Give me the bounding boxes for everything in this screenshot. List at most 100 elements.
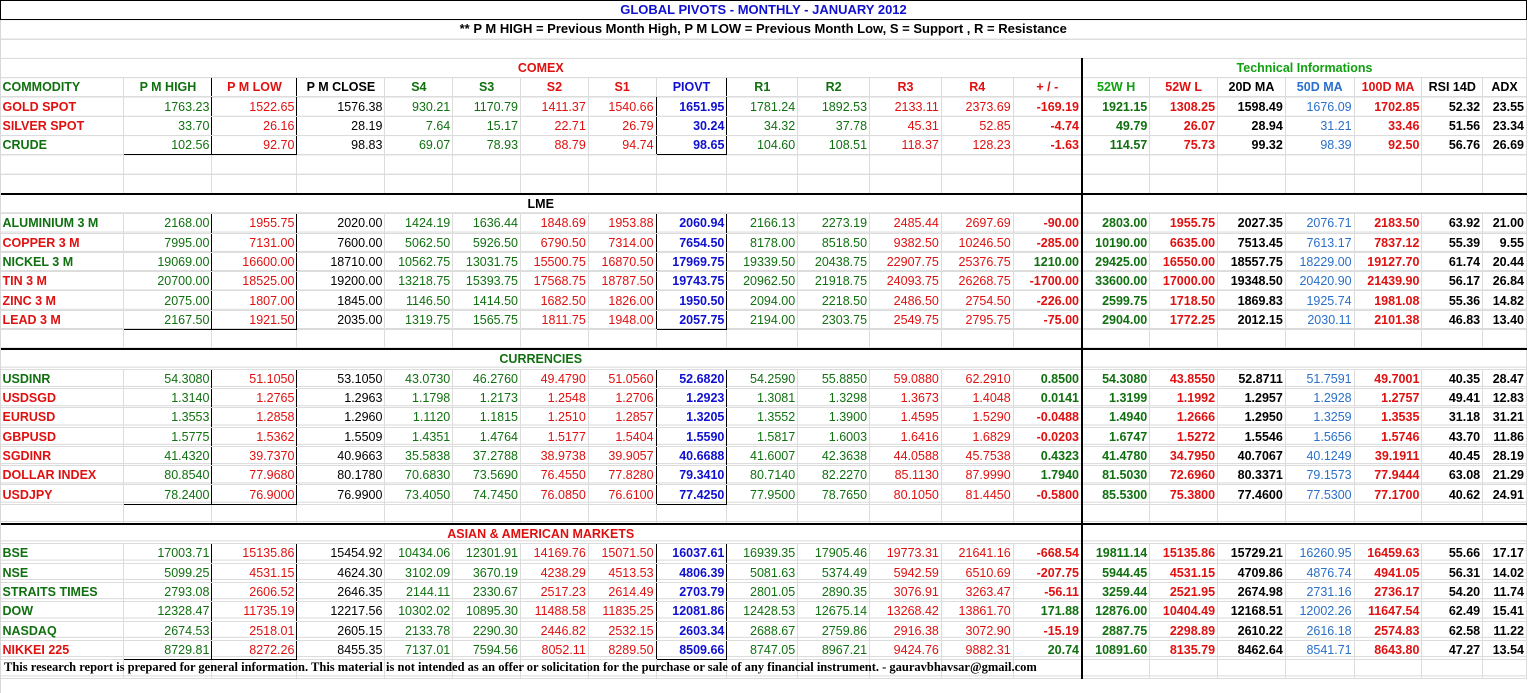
cell-r2: 5374.49: [797, 563, 871, 583]
header-s4: S4: [384, 77, 454, 98]
spacer-row: [0, 659, 1527, 680]
cell-p-m-close: 53.1050: [296, 369, 386, 389]
empty-cell: [797, 329, 871, 350]
instrument-name: LEAD 3 M: [0, 310, 125, 331]
cell-p-m-high: 1763.23: [123, 96, 213, 117]
cell-20d-ma: 1598.49: [1217, 96, 1286, 117]
cell-piovt: 79.3410: [656, 465, 728, 486]
empty-cell: [726, 504, 799, 525]
cell-: -75.00: [1013, 310, 1083, 331]
cell-piovt: 4806.39: [656, 563, 728, 583]
cell-100d-ma: 39.1911: [1354, 446, 1423, 467]
table-row: COPPER 3 M 7995.00 7131.00 7600.00 5062.50 59…: [0, 233, 1527, 253]
cell-52w-l: 2521.95: [1149, 582, 1219, 603]
empty-cell: [656, 659, 728, 680]
cell-s4: 10302.02: [384, 601, 454, 622]
cell-p-m-high: 1.3553: [123, 407, 213, 428]
cell-52w-h: 33600.00: [1081, 271, 1151, 292]
cell-52w-l: 6635.00: [1149, 233, 1219, 253]
cell-r3: 2485.44: [869, 213, 942, 234]
cell-50d-ma: 77.5300: [1285, 484, 1355, 505]
cell-s2: 38.9738: [520, 446, 589, 467]
empty-cell: [211, 659, 298, 680]
cell-p-m-high: 17003.71: [123, 543, 213, 564]
empty-cell: [1217, 174, 1286, 195]
cell-52w-l: 75.73: [1149, 135, 1219, 156]
cell-p-m-low: 51.1050: [211, 369, 298, 389]
cell-r3: 44.0588: [869, 446, 942, 467]
cell-r4: 6510.69: [941, 563, 1014, 583]
cell-s4: 69.07: [384, 135, 454, 156]
cell-piovt: 12081.86: [656, 601, 728, 622]
table-row: DOLLAR INDEX 80.8540 77.9680 80.1780 70.6830…: [0, 465, 1527, 486]
empty-cell: [869, 329, 942, 350]
cell-p-m-low: 4531.15: [211, 563, 298, 583]
empty-cell: [1354, 659, 1423, 680]
cell-p-m-low: 8272.26: [211, 640, 298, 661]
cell-rsi-14d: 31.18: [1421, 407, 1484, 428]
cell-s3: 7594.56: [452, 640, 522, 661]
table-row: NICKEL 3 M 19069.00 16600.00 18710.00 10562.…: [0, 252, 1527, 273]
cell-52w-l: 1.5272: [1149, 427, 1219, 447]
header-p-m-high: P M HIGH: [123, 77, 213, 98]
header-s2: S2: [520, 77, 589, 98]
cell-p-m-close: 8455.35: [296, 640, 386, 661]
cell-p-m-close: 4624.30: [296, 563, 386, 583]
cell-: -668.54: [1013, 543, 1083, 564]
instrument-name: ZINC 3 M: [0, 290, 125, 311]
empty-cell: [1149, 504, 1219, 525]
header-r2: R2: [797, 77, 871, 98]
cell-r4: 25376.75: [941, 252, 1014, 273]
cell-s4: 1.1798: [384, 388, 454, 409]
cell-r1: 34.32: [726, 116, 799, 137]
cell-: -1700.00: [1013, 271, 1083, 292]
cell-52w-l: 1.2666: [1149, 407, 1219, 428]
cell-s3: 3670.19: [452, 563, 522, 583]
cell-piovt: 2057.75: [656, 310, 728, 331]
cell-p-m-high: 54.3080: [123, 369, 213, 389]
cell-adx: 12.83: [1482, 388, 1527, 409]
empty-cell: [520, 174, 589, 195]
cell-r2: 12675.14: [797, 601, 871, 622]
cell-rsi-14d: 56.17: [1421, 271, 1484, 292]
cell-r2: 2890.35: [797, 582, 871, 603]
cell-piovt: 16037.61: [656, 543, 728, 564]
cell-p-m-low: 18525.00: [211, 271, 298, 292]
cell-r4: 87.9990: [941, 465, 1014, 486]
cell-52w-l: 1718.50: [1149, 290, 1219, 311]
cell-50d-ma: 1925.74: [1285, 290, 1355, 311]
cell-adx: 26.69: [1482, 135, 1527, 156]
cell-s4: 1319.75: [384, 310, 454, 331]
empty-cell: [797, 174, 871, 195]
cell-p-m-low: 39.7370: [211, 446, 298, 467]
empty-cell: [869, 659, 942, 680]
cell-r3: 118.37: [869, 135, 942, 156]
cell-p-m-low: 1807.00: [211, 290, 298, 311]
cell-s2: 11488.58: [520, 601, 589, 622]
empty-cell: [1421, 659, 1484, 680]
cell-piovt: 1950.50: [656, 290, 728, 311]
cell-p-m-close: 7600.00: [296, 233, 386, 253]
cell-20d-ma: 2674.98: [1217, 582, 1286, 603]
cell-52w-l: 2298.89: [1149, 621, 1219, 641]
empty-cell: [941, 154, 1014, 175]
cell-100d-ma: 2736.17: [1354, 582, 1423, 603]
cell-r4: 3072.90: [941, 621, 1014, 641]
cell-20d-ma: 8462.64: [1217, 640, 1286, 661]
cell-s1: 1540.66: [588, 96, 657, 117]
cell-s1: 7314.00: [588, 233, 657, 253]
empty-cell: [0, 329, 125, 350]
cell-p-m-low: 76.9000: [211, 484, 298, 505]
empty-cell: [123, 174, 213, 195]
cell-: -0.0203: [1013, 427, 1083, 447]
cell-s4: 7.64: [384, 116, 454, 137]
cell-p-m-close: 1845.00: [296, 290, 386, 311]
cell-p-m-close: 1.2960: [296, 407, 386, 428]
empty-cell: [1421, 154, 1484, 175]
instrument-name: ALUMINIUM 3 M: [0, 213, 125, 234]
cell-s1: 15071.50: [588, 543, 657, 564]
cell-r3: 3076.91: [869, 582, 942, 603]
empty-cell: [588, 659, 657, 680]
cell-50d-ma: 1.2928: [1285, 388, 1355, 409]
cell-20d-ma: 19348.50: [1217, 271, 1286, 292]
